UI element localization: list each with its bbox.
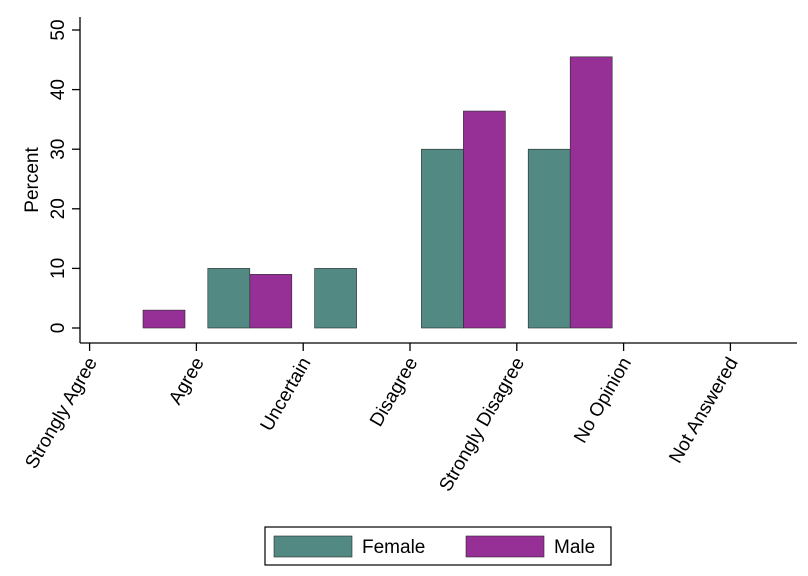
y-tick-label: 30 — [48, 139, 69, 160]
legend-label-female: Female — [362, 537, 425, 558]
legend: Female Male — [264, 526, 612, 566]
bar-female — [314, 268, 357, 329]
x-tick-label: No Opinion — [570, 354, 636, 447]
y-tick-label: 20 — [48, 198, 69, 219]
x-tick-label: Agree — [165, 354, 209, 408]
y-axis-title: Percent — [22, 147, 43, 213]
x-tick-label: Uncertain — [257, 354, 316, 435]
x-tick-label: Strongly Disagree — [435, 354, 529, 495]
y-tick-label: 0 — [48, 323, 69, 334]
y-tick-label: 40 — [48, 79, 69, 100]
bar-female — [207, 268, 251, 329]
bar-male — [463, 110, 506, 329]
bars-layer — [142, 56, 613, 329]
x-ticks-layer: Strongly Agree Agree Uncertain Disagree Stro… — [21, 343, 743, 495]
y-tick-label: 50 — [48, 19, 69, 40]
legend-label-male: Male — [554, 537, 595, 558]
bar-female — [527, 148, 571, 329]
bar-female — [421, 148, 464, 329]
legend-swatch-male — [465, 535, 545, 558]
x-tick-label: Disagree — [366, 354, 422, 430]
bar-male — [569, 56, 613, 329]
legend-swatch-female — [273, 535, 353, 558]
x-tick-label: Strongly Agree — [21, 354, 102, 472]
y-tick-label: 10 — [48, 258, 69, 279]
y-ticks-layer: 0 10 20 30 40 50 — [48, 19, 80, 333]
bar-male — [249, 274, 293, 329]
x-tick-label: Not Answered — [665, 354, 742, 467]
bar-male — [142, 309, 186, 329]
